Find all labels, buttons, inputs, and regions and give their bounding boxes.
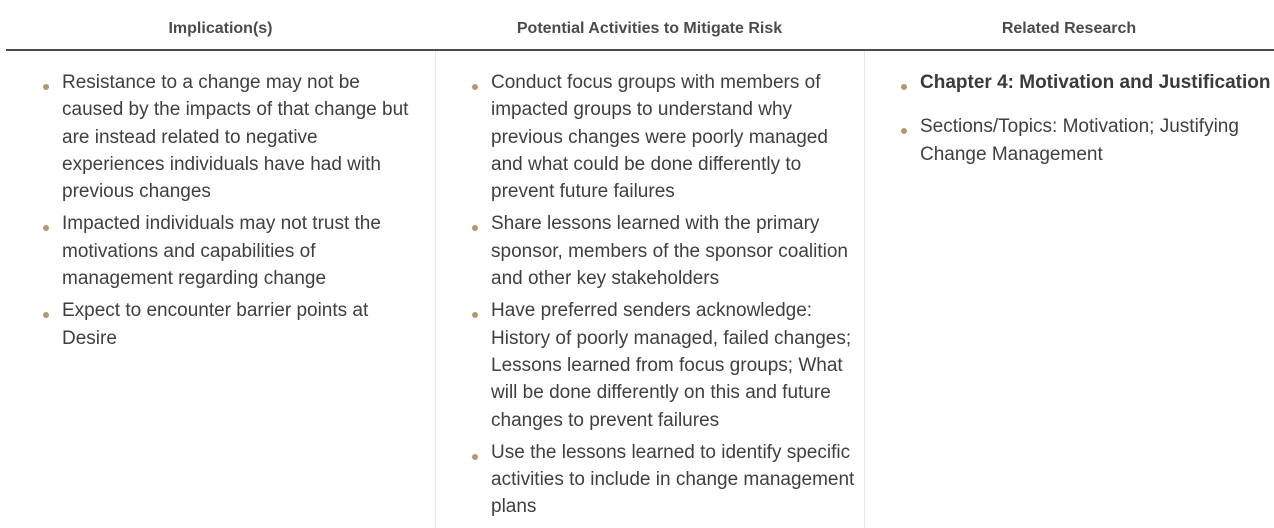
bullet-icon xyxy=(901,128,907,135)
list-item: Sections/Topics: Motivation; Justifying … xyxy=(896,113,1274,168)
column-divider xyxy=(864,51,865,528)
implications-cell: Resistance to a change may not be caused… xyxy=(38,69,422,357)
column-header-activities: Potential Activities to Mitigate Risk xyxy=(516,20,783,37)
column-header-implications: Implication(s) xyxy=(168,20,273,37)
bullet-icon xyxy=(472,84,478,90)
bullet-icon xyxy=(472,312,478,319)
research-list: Chapter 4: Motivation and Justification … xyxy=(896,69,1274,168)
implication-text: Expect to encounter barrier points at De… xyxy=(62,300,369,349)
activities-cell: Conduct focus groups with members of imp… xyxy=(467,69,859,526)
bullet-icon xyxy=(901,84,907,90)
activity-text: Conduct focus groups with members of imp… xyxy=(491,72,828,203)
risk-table: Implication(s) Potential Activities to M… xyxy=(6,0,1274,528)
list-item: Expect to encounter barrier points at De… xyxy=(38,297,422,352)
list-item: Use the lessons learned to identify spec… xyxy=(467,439,859,521)
table-header-row: Implication(s) Potential Activities to M… xyxy=(6,0,1274,51)
list-item: Resistance to a change may not be caused… xyxy=(38,69,422,205)
bullet-icon xyxy=(472,453,478,460)
column-header-related-research: Related Research xyxy=(1001,20,1137,37)
bullet-icon xyxy=(43,312,49,319)
sections-topics-text: Sections/Topics: Motivation; Justifying … xyxy=(920,116,1239,165)
activity-text: Have preferred senders acknowledge: Hist… xyxy=(491,300,852,431)
implication-text: Impacted individuals may not trust the m… xyxy=(62,213,381,290)
bullet-icon xyxy=(43,225,49,232)
related-research-cell: Chapter 4: Motivation and Justification … xyxy=(896,69,1274,185)
list-item: Share lessons learned with the primary s… xyxy=(467,210,859,292)
activities-list: Conduct focus groups with members of imp… xyxy=(467,69,859,521)
bullet-icon xyxy=(43,84,49,90)
activity-text: Use the lessons learned to identify spec… xyxy=(491,441,855,518)
bullet-icon xyxy=(472,225,478,232)
list-item: Impacted individuals may not trust the m… xyxy=(38,210,422,292)
list-item: Conduct focus groups with members of imp… xyxy=(467,69,859,205)
list-item: Chapter 4: Motivation and Justification xyxy=(896,69,1274,96)
implications-list: Resistance to a change may not be caused… xyxy=(38,69,422,352)
implication-text: Resistance to a change may not be caused… xyxy=(62,72,409,203)
activity-text: Share lessons learned with the primary s… xyxy=(491,213,848,290)
chapter-title: Chapter 4: Motivation and Justification xyxy=(920,72,1271,93)
column-divider xyxy=(435,51,436,528)
list-item: Have preferred senders acknowledge: Hist… xyxy=(467,297,859,433)
